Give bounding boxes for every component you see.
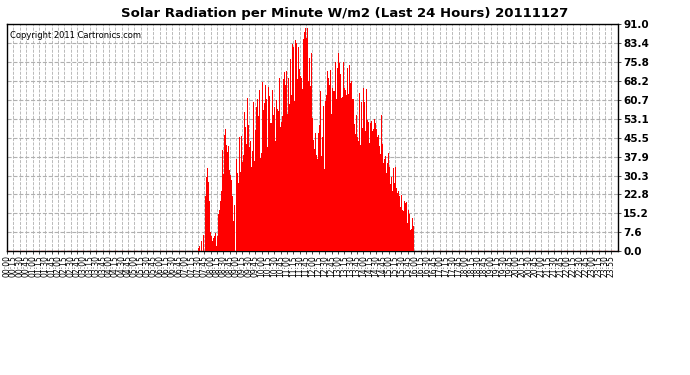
Text: Copyright 2011 Cartronics.com: Copyright 2011 Cartronics.com <box>10 31 141 40</box>
Text: Solar Radiation per Minute W/m2 (Last 24 Hours) 20111127: Solar Radiation per Minute W/m2 (Last 24… <box>121 8 569 21</box>
